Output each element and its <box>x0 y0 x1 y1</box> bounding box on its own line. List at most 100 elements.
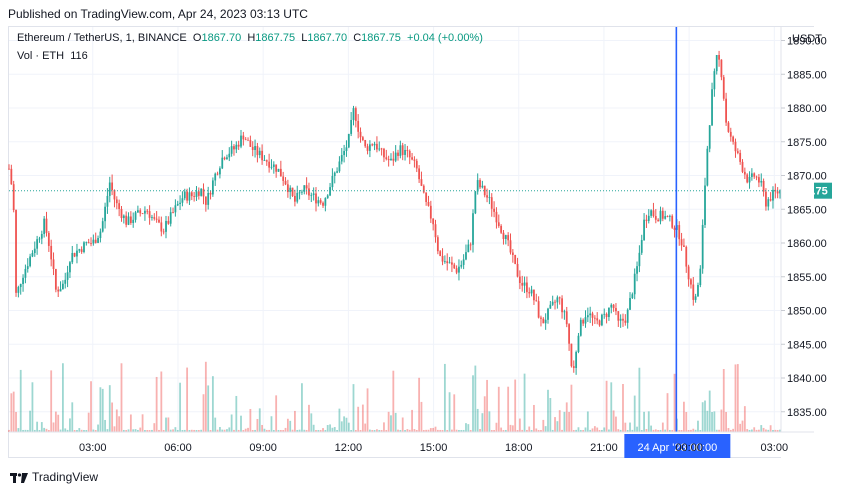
candle-body <box>624 320 627 323</box>
volume-bars <box>8 361 781 432</box>
candle-body <box>769 199 772 201</box>
volume-bar <box>563 411 566 432</box>
candle-body <box>87 242 90 244</box>
volume-bar <box>87 412 90 432</box>
volume-bar <box>33 429 36 432</box>
volume-bar <box>779 429 781 432</box>
candle-body <box>467 244 470 253</box>
candle-body <box>26 266 29 270</box>
candle-body <box>83 242 85 253</box>
volume-bar <box>451 429 453 432</box>
volume-bar <box>305 429 308 432</box>
volume-bar <box>533 404 535 432</box>
candle-body <box>101 221 104 232</box>
candle-body <box>115 199 118 204</box>
price-axis <box>781 27 814 458</box>
volume-bar <box>446 429 449 432</box>
volume-bar <box>479 429 481 432</box>
candle-body <box>61 283 64 290</box>
candle-body <box>683 245 685 247</box>
candle-body <box>551 301 554 305</box>
candle-body <box>413 159 416 161</box>
candle-body <box>666 216 669 217</box>
candle-body <box>443 261 446 263</box>
candle-body <box>540 317 542 319</box>
volume-bar <box>406 429 409 432</box>
volume-bar <box>514 379 517 432</box>
candle-body <box>221 157 224 169</box>
volume-bar <box>106 429 109 432</box>
volume-bar <box>748 429 751 432</box>
candle-body <box>214 173 217 181</box>
volume-bar <box>385 429 388 432</box>
candle-body <box>261 150 263 161</box>
candle-body <box>481 185 484 188</box>
candle-body <box>629 298 631 310</box>
volume-bar <box>197 430 200 432</box>
candle-body <box>774 189 777 192</box>
volume-bar <box>207 385 210 432</box>
volume-bar <box>638 367 641 432</box>
candle-body <box>209 192 212 195</box>
candle-body <box>69 262 71 273</box>
candle-body <box>563 311 566 313</box>
volume-bar <box>8 429 10 432</box>
volume-bar <box>211 376 214 432</box>
volume-bar <box>694 429 697 432</box>
volume-bar <box>350 429 353 432</box>
volume-bar <box>249 408 252 432</box>
candle-body <box>654 216 657 220</box>
volume-bar <box>94 429 97 432</box>
candle-body <box>97 238 99 243</box>
brand-name: TradingView <box>32 470 99 484</box>
volume-bar <box>209 429 212 432</box>
candle-body <box>80 249 83 253</box>
symbol-name[interactable]: Ethereum / TetherUS, 1, BINANCE <box>17 32 187 44</box>
volume-bar <box>244 428 247 432</box>
candle-body <box>568 324 570 344</box>
volume-bar <box>600 429 603 432</box>
volume-bar <box>361 404 364 432</box>
volume-bar <box>108 385 111 432</box>
volume-bar <box>765 429 767 432</box>
candle-body <box>650 210 653 216</box>
volume-bar <box>387 411 390 432</box>
volume-bar <box>453 394 456 432</box>
volume-bar <box>509 424 512 432</box>
volume-bar <box>596 427 599 432</box>
candle-body <box>668 215 671 217</box>
candle-body <box>50 245 53 260</box>
candle-body <box>643 219 645 241</box>
volume-label[interactable]: Vol · ETH <box>17 50 65 62</box>
candle-body <box>741 161 744 172</box>
candle-body <box>661 210 664 219</box>
volume-bar <box>582 429 585 432</box>
candle-body <box>183 191 186 199</box>
candle-body <box>476 180 479 192</box>
candle-body <box>113 189 116 200</box>
candle-body <box>10 168 13 185</box>
candle-body <box>584 317 587 324</box>
candle-body <box>779 190 781 194</box>
volume-bar <box>219 427 221 432</box>
volume-bar <box>668 429 671 432</box>
volume-bar <box>43 427 46 432</box>
candle-body <box>364 139 367 147</box>
volume-bar <box>502 430 505 432</box>
candle-body <box>258 150 261 156</box>
volume-bar <box>216 429 219 432</box>
candle-body <box>179 202 181 204</box>
volume-bar <box>29 410 31 432</box>
volume-bar <box>626 430 629 432</box>
volume-bar <box>528 426 531 432</box>
candle-body <box>497 222 500 226</box>
candle-body <box>718 55 720 60</box>
candle-body <box>575 351 578 368</box>
volume-bar <box>526 429 528 432</box>
volume-bar <box>186 367 189 432</box>
candle-body <box>659 210 662 222</box>
volume-bar <box>690 429 692 432</box>
y-tick-label: 1860.00 <box>787 238 827 250</box>
candle-body <box>579 319 582 336</box>
